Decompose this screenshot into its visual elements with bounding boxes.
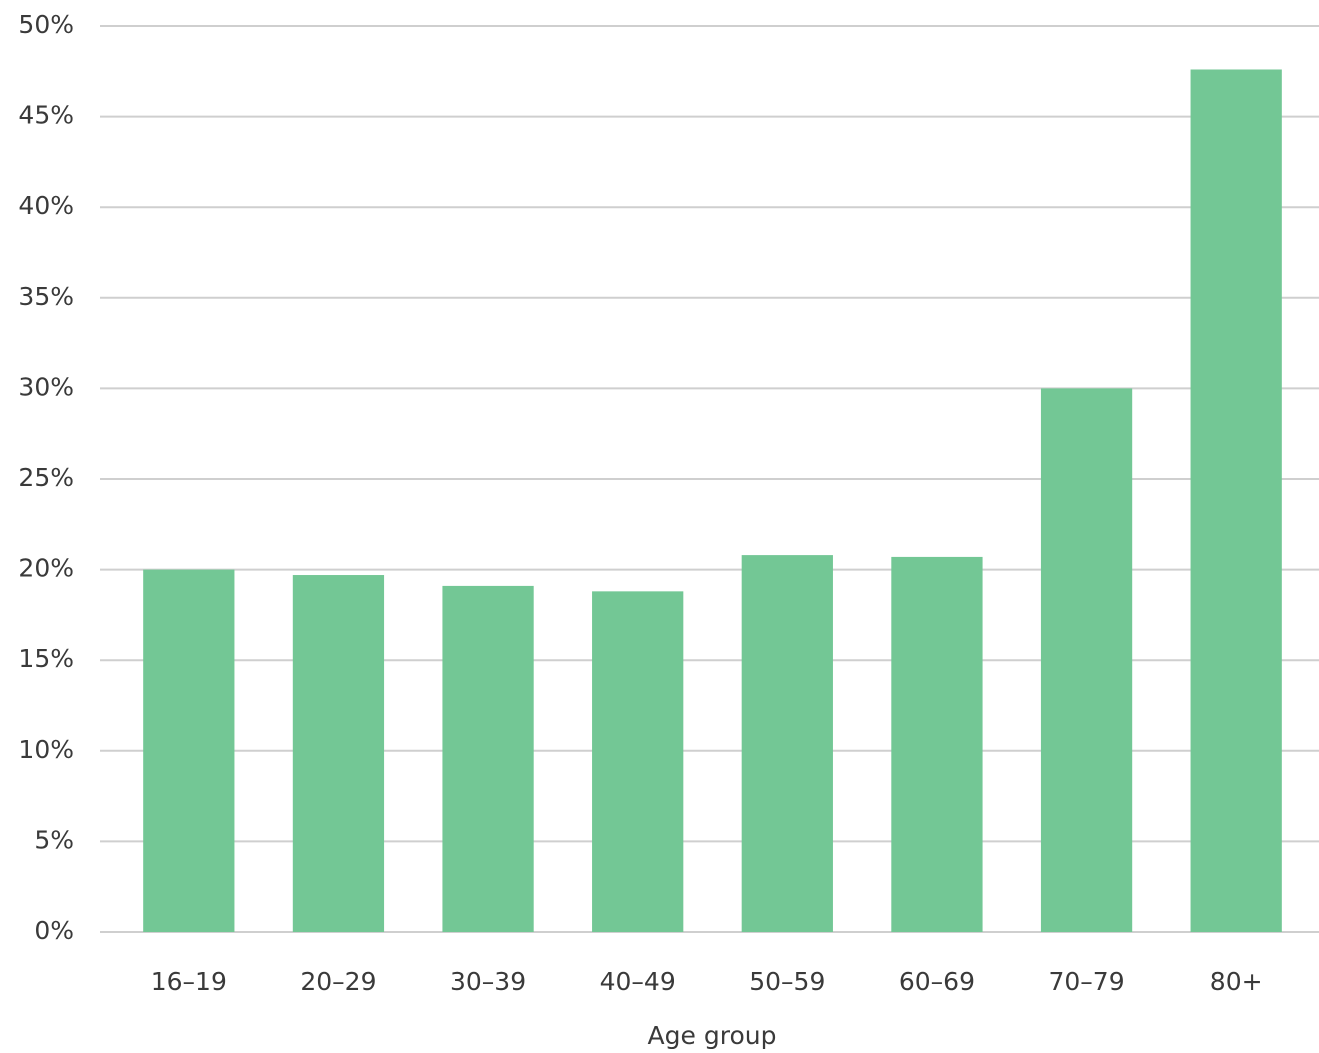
x-tick-label: 50–59	[749, 967, 825, 996]
y-tick-label: 40%	[18, 191, 74, 220]
y-tick-label: 45%	[18, 101, 74, 130]
y-tick-label: 20%	[18, 554, 74, 583]
x-tick-label: 30–39	[450, 967, 526, 996]
y-tick-label: 30%	[18, 372, 74, 401]
x-tick-label: 60–69	[899, 967, 975, 996]
bar	[742, 555, 833, 932]
bar	[891, 557, 982, 932]
bar	[143, 570, 234, 932]
y-tick-label: 50%	[18, 10, 74, 39]
bar	[293, 575, 384, 932]
bar	[1041, 388, 1132, 932]
y-tick-label: 5%	[34, 825, 74, 854]
x-tick-label: 40–49	[600, 967, 676, 996]
x-tick-label: 70–79	[1049, 967, 1125, 996]
y-tick-label: 15%	[18, 644, 74, 673]
y-tick-label: 35%	[18, 282, 74, 311]
y-tick-label: 10%	[18, 735, 74, 764]
bar	[592, 591, 683, 932]
x-tick-label: 16–19	[151, 967, 227, 996]
y-tick-label: 25%	[18, 463, 74, 492]
x-tick-label: 80+	[1210, 967, 1263, 996]
x-axis-title: Age group	[648, 1021, 777, 1050]
chart: Age group 0% 5% 10% 15% 20% 25% 30% 35% 40% 45% 50…	[0, 0, 1319, 1053]
bar	[442, 586, 533, 932]
bar	[1191, 69, 1282, 932]
y-tick-label: 0%	[34, 916, 74, 945]
x-tick-label: 20–29	[300, 967, 376, 996]
